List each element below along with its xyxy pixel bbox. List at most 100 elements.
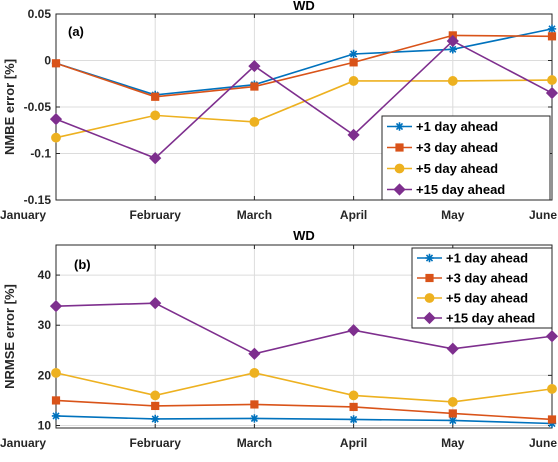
x-tick-label: March bbox=[237, 436, 272, 450]
legend-marker bbox=[395, 122, 404, 131]
chart-panel-a: -0.15 -0.1 -0.05 0 0.05 January February March A… bbox=[0, 0, 558, 222]
y-tick-label: -0.15 bbox=[24, 193, 52, 207]
x-tick-label: February bbox=[130, 208, 182, 222]
y-tick-label: 20 bbox=[38, 368, 52, 382]
x-tick-label: January bbox=[0, 436, 46, 450]
data-point bbox=[151, 92, 160, 101]
series-15-day-ahead bbox=[49, 297, 558, 360]
data-point bbox=[447, 397, 458, 407]
legend-marker bbox=[424, 293, 435, 303]
legend-entry: +1 day ahead bbox=[446, 251, 528, 266]
data-point bbox=[249, 116, 260, 127]
data-point bbox=[151, 414, 160, 424]
data-point bbox=[347, 128, 360, 142]
legend: +1 day ahead +3 day ahead +5 day ahead +15 … bbox=[411, 247, 553, 329]
data-point bbox=[448, 416, 457, 425]
data-point bbox=[150, 390, 161, 401]
data-point bbox=[149, 152, 162, 165]
x-tick-label: May bbox=[441, 208, 465, 222]
x-tick-label: March bbox=[237, 208, 272, 222]
data-point bbox=[250, 414, 259, 423]
series-line bbox=[55, 28, 553, 96]
x-tick-label: January bbox=[0, 208, 46, 222]
data-point bbox=[51, 59, 61, 68]
data-point bbox=[448, 409, 457, 418]
data-point bbox=[149, 297, 162, 310]
data-point bbox=[151, 401, 160, 411]
legend-box bbox=[381, 115, 551, 201]
legend-entry: +15 day ahead bbox=[446, 311, 535, 326]
y-tick-label: 10 bbox=[38, 418, 52, 432]
data-point bbox=[547, 24, 557, 34]
y-tick-label: 40 bbox=[38, 268, 52, 282]
y-tick-label: -0.05 bbox=[24, 100, 52, 114]
legend: +1 day ahead +3 day ahead +5 day ahead +15 … bbox=[381, 115, 551, 201]
data-point bbox=[51, 411, 61, 421]
data-point bbox=[51, 132, 61, 143]
legend-entry: +5 day ahead bbox=[416, 161, 498, 176]
data-point bbox=[545, 330, 558, 343]
y-axis-label: NRMSE error [%] bbox=[2, 284, 17, 389]
x-tick-label: April bbox=[340, 436, 367, 450]
data-point bbox=[348, 390, 359, 401]
x-tick-label: May bbox=[441, 436, 465, 450]
y-tick-label: 0 bbox=[44, 54, 51, 68]
panel-label: (a) bbox=[68, 24, 84, 39]
data-point bbox=[547, 415, 557, 424]
data-point bbox=[150, 110, 161, 121]
chart-title: WD bbox=[293, 228, 315, 243]
series-line bbox=[55, 302, 553, 355]
y-tick-label: 30 bbox=[38, 318, 52, 332]
y-tick-label: 0.05 bbox=[28, 7, 52, 21]
legend-marker bbox=[395, 143, 404, 152]
x-tick-label: June bbox=[529, 208, 557, 222]
legend-box bbox=[411, 247, 553, 329]
legend-marker bbox=[425, 253, 434, 263]
series-line bbox=[55, 372, 553, 403]
series-line bbox=[55, 415, 553, 425]
data-point bbox=[49, 112, 63, 126]
series-5-day-ahead bbox=[51, 367, 557, 407]
data-point bbox=[446, 342, 459, 355]
y-tick-label: -0.1 bbox=[30, 147, 51, 161]
legend-marker bbox=[394, 163, 405, 174]
legend-entry: +1 day ahead bbox=[416, 119, 498, 134]
data-point bbox=[348, 76, 359, 86]
x-tick-label: April bbox=[340, 208, 367, 222]
data-point bbox=[547, 32, 557, 41]
legend-entry: +15 day ahead bbox=[416, 182, 505, 197]
data-point bbox=[51, 367, 61, 378]
legend-marker bbox=[393, 183, 406, 196]
series-line bbox=[55, 34, 553, 98]
data-point bbox=[248, 347, 261, 360]
legend-entry: +3 day ahead bbox=[416, 140, 498, 155]
series-15-day-ahead bbox=[49, 34, 558, 165]
series-line bbox=[55, 39, 553, 160]
data-point bbox=[347, 324, 360, 337]
data-point bbox=[545, 86, 558, 100]
data-point bbox=[349, 402, 358, 412]
data-point bbox=[49, 300, 63, 313]
chart-title: WD bbox=[293, 0, 315, 13]
series-line bbox=[55, 399, 553, 421]
data-point bbox=[248, 59, 261, 73]
data-point bbox=[349, 415, 358, 424]
panel-label: (b) bbox=[74, 257, 91, 272]
x-tick-label: February bbox=[130, 436, 182, 450]
data-point bbox=[447, 76, 458, 86]
data-point bbox=[51, 396, 61, 405]
data-point bbox=[446, 34, 459, 48]
series-3-day-ahead bbox=[51, 396, 557, 424]
legend-marker bbox=[423, 311, 436, 325]
data-point bbox=[547, 75, 557, 85]
legend-marker bbox=[425, 273, 434, 283]
data-point bbox=[547, 383, 557, 394]
x-tick-label: June bbox=[529, 436, 557, 450]
series-3-day-ahead bbox=[51, 31, 557, 101]
legend-entry: +3 day ahead bbox=[446, 271, 528, 286]
data-point bbox=[349, 49, 358, 59]
legend-entry: +5 day ahead bbox=[446, 291, 528, 306]
data-point bbox=[249, 367, 260, 378]
data-point bbox=[250, 400, 259, 409]
